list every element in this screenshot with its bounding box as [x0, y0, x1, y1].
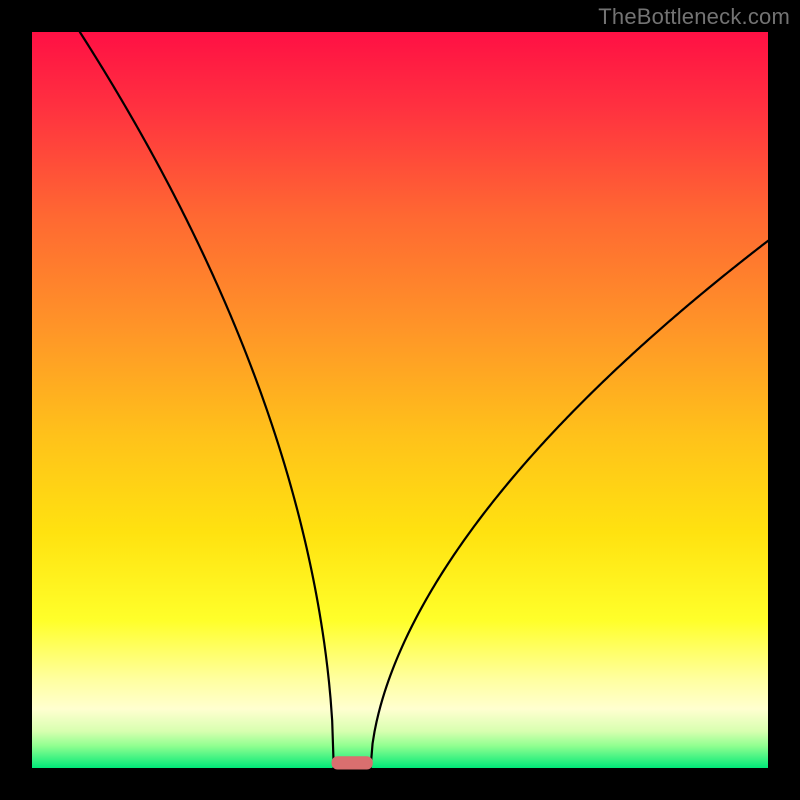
bottleneck-chart [0, 0, 800, 800]
dip-marker [332, 756, 373, 769]
watermark-text: TheBottleneck.com [598, 4, 790, 30]
chart-container: TheBottleneck.com [0, 0, 800, 800]
